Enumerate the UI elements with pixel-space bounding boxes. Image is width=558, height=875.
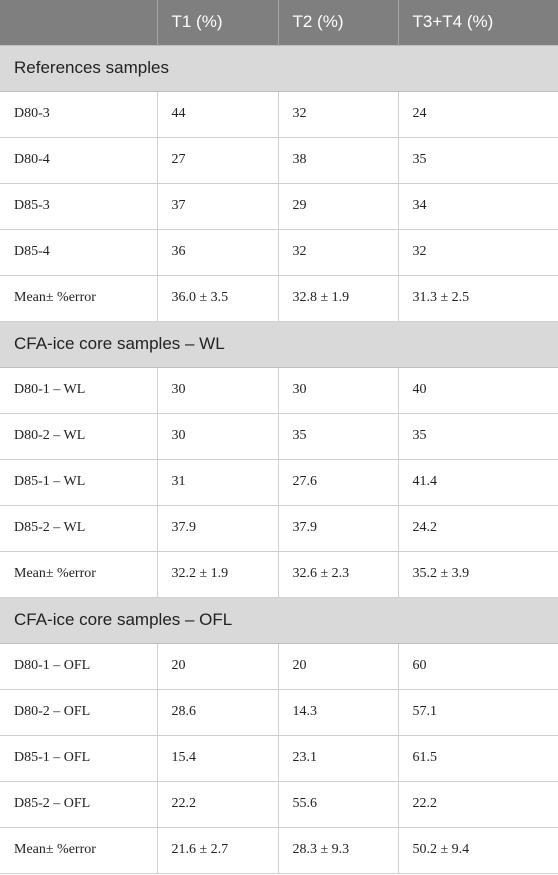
header-row: T1 (%) T2 (%) T3+T4 (%) (0, 0, 558, 45)
table-row: D80-2 – OFL 28.6 14.3 57.1 (0, 689, 558, 736)
cell-t1: 27 (157, 137, 279, 184)
cell-t3t4: 35.2 ± 3.9 (398, 551, 558, 598)
cell-t2: 55.6 (278, 781, 399, 828)
header-cell-sample (0, 0, 158, 45)
table-row-mean: Mean± %error 32.2 ± 1.9 32.6 ± 2.3 35.2 … (0, 551, 558, 598)
cell-t2: 20 (278, 643, 399, 690)
cell-sample: D85-1 – OFL (0, 735, 158, 782)
cell-t3t4: 35 (398, 413, 558, 460)
cell-sample: D80-3 (0, 91, 158, 138)
cell-t1: 32.2 ± 1.9 (157, 551, 279, 598)
cell-sample: D85-2 – OFL (0, 781, 158, 828)
cell-sample: D85-1 – WL (0, 459, 158, 506)
cell-t1: 30 (157, 413, 279, 460)
section-title: CFA-ice core samples – OFL (0, 596, 558, 644)
cell-t1: 21.6 ± 2.7 (157, 827, 279, 874)
table-row: D80-4 27 38 35 (0, 137, 558, 184)
cell-sample: Mean± %error (0, 551, 158, 598)
table-row: D80-1 – OFL 20 20 60 (0, 643, 558, 690)
table-row-mean: Mean± %error 36.0 ± 3.5 32.8 ± 1.9 31.3 … (0, 275, 558, 322)
table-row-mean: Mean± %error 21.6 ± 2.7 28.3 ± 9.3 50.2 … (0, 827, 558, 874)
cell-sample: D80-2 – OFL (0, 689, 158, 736)
cell-t2: 28.3 ± 9.3 (278, 827, 399, 874)
cell-t1: 22.2 (157, 781, 279, 828)
cell-t1: 44 (157, 91, 279, 138)
cell-sample: Mean± %error (0, 275, 158, 322)
cell-t3t4: 34 (398, 183, 558, 230)
cell-t3t4: 50.2 ± 9.4 (398, 827, 558, 874)
table-row: D85-2 – WL 37.9 37.9 24.2 (0, 505, 558, 552)
cell-t1: 31 (157, 459, 279, 506)
section-header-references: References samples (0, 44, 558, 92)
cell-t2: 32.8 ± 1.9 (278, 275, 399, 322)
cell-t2: 30 (278, 367, 399, 414)
cell-t2: 38 (278, 137, 399, 184)
table-header: T1 (%) T2 (%) T3+T4 (%) (0, 0, 558, 45)
cell-sample: D80-4 (0, 137, 158, 184)
header-cell-t3t4: T3+T4 (%) (398, 0, 558, 45)
cell-sample: D85-2 – WL (0, 505, 158, 552)
cell-t3t4: 40 (398, 367, 558, 414)
cell-sample: Mean± %error (0, 827, 158, 874)
cell-t1: 20 (157, 643, 279, 690)
header-cell-t1: T1 (%) (157, 0, 279, 45)
cell-sample: D85-3 (0, 183, 158, 230)
table-row: D85-4 36 32 32 (0, 229, 558, 276)
cell-t1: 15.4 (157, 735, 279, 782)
cell-t3t4: 60 (398, 643, 558, 690)
table-row: D80-2 – WL 30 35 35 (0, 413, 558, 460)
cell-t1: 37.9 (157, 505, 279, 552)
cell-t3t4: 24.2 (398, 505, 558, 552)
table-row: D85-1 – WL 31 27.6 41.4 (0, 459, 558, 506)
cell-t1: 36 (157, 229, 279, 276)
section-header-wl: CFA-ice core samples – WL (0, 320, 558, 368)
cell-t1: 30 (157, 367, 279, 414)
cell-t3t4: 24 (398, 91, 558, 138)
cell-t2: 27.6 (278, 459, 399, 506)
cell-t2: 35 (278, 413, 399, 460)
cell-t2: 37.9 (278, 505, 399, 552)
cell-t3t4: 32 (398, 229, 558, 276)
cell-t3t4: 57.1 (398, 689, 558, 736)
cell-t2: 32.6 ± 2.3 (278, 551, 399, 598)
cell-t3t4: 22.2 (398, 781, 558, 828)
cell-t2: 32 (278, 229, 399, 276)
cell-t2: 32 (278, 91, 399, 138)
section-title: CFA-ice core samples – WL (0, 320, 558, 368)
cell-t3t4: 61.5 (398, 735, 558, 782)
cell-t2: 14.3 (278, 689, 399, 736)
cell-t1: 36.0 ± 3.5 (157, 275, 279, 322)
cell-sample: D80-1 – WL (0, 367, 158, 414)
table-row: D80-1 – WL 30 30 40 (0, 367, 558, 414)
header-cell-t2: T2 (%) (278, 0, 399, 45)
cell-t3t4: 41.4 (398, 459, 558, 506)
cell-sample: D80-1 – OFL (0, 643, 158, 690)
cell-t1: 28.6 (157, 689, 279, 736)
section-header-ofl: CFA-ice core samples – OFL (0, 596, 558, 644)
cell-sample: D80-2 – WL (0, 413, 158, 460)
table-row: D85-1 – OFL 15.4 23.1 61.5 (0, 735, 558, 782)
cell-t2: 23.1 (278, 735, 399, 782)
table-row: D85-3 37 29 34 (0, 183, 558, 230)
table-row: D80-3 44 32 24 (0, 91, 558, 138)
table-row: D85-2 – OFL 22.2 55.6 22.2 (0, 781, 558, 828)
cell-sample: D85-4 (0, 229, 158, 276)
section-title: References samples (0, 44, 558, 92)
cell-t2: 29 (278, 183, 399, 230)
table-body: References samples D80-3 44 32 24 D80-4 … (0, 44, 558, 874)
cell-t1: 37 (157, 183, 279, 230)
cell-t3t4: 35 (398, 137, 558, 184)
cell-t3t4: 31.3 ± 2.5 (398, 275, 558, 322)
